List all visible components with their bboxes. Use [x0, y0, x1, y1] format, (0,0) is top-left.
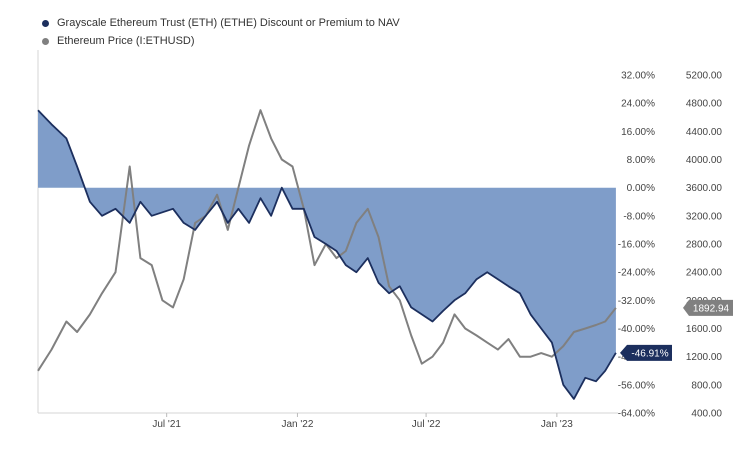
y-left-tick-label: -24.00% [618, 268, 655, 279]
y-left-tick-label: 8.00% [627, 155, 655, 166]
y-left-tick-label: -16.00% [618, 240, 655, 251]
x-tick-label: Jul '21 [152, 419, 181, 430]
y-right-tick-label: 4800.00 [686, 99, 723, 110]
y-left-tick-label: 0.00% [627, 183, 655, 194]
y-right-tick-label: 2400.00 [686, 268, 723, 279]
y-left-tick-label: 24.00% [621, 99, 655, 110]
y-left-tick-label: 16.00% [621, 127, 655, 138]
y-right-tick-label: 1600.00 [686, 324, 723, 335]
y-left-tick-label: -64.00% [618, 409, 655, 420]
y-left-tick-label: -32.00% [618, 296, 655, 307]
ethe-last-value-label: -46.91% [631, 348, 668, 359]
legend-label-ethe: Grayscale Ethereum Trust (ETH) (ETHE) Di… [57, 17, 400, 29]
x-tick-label: Jan '22 [281, 419, 313, 430]
y-left-tick-label: -8.00% [623, 211, 655, 222]
ethe-discount-line [37, 109, 617, 400]
legend-dot-ethe [42, 19, 49, 27]
eth-price-line [37, 109, 617, 372]
y-right-tick-label: 4400.00 [686, 127, 723, 138]
y-right-tick-label: 1200.00 [686, 352, 723, 363]
legend-label-eth-price: Ethereum Price (I:ETHUSD) [57, 35, 195, 47]
y-right-tick-label: 3200.00 [686, 211, 723, 222]
y-right-tick-label: 400.00 [691, 409, 722, 420]
y-right-tick-label: 2800.00 [686, 240, 723, 251]
legend-item-ethe[interactable]: Grayscale Ethereum Trust (ETH) (ETHE) Di… [42, 14, 400, 32]
eth-price-last-value-label: 1892.94 [693, 303, 730, 314]
y-right-tick-label: 5200.00 [686, 71, 723, 82]
y-left-tick-label: -56.00% [618, 380, 655, 391]
legend-item-eth-price[interactable]: Ethereum Price (I:ETHUSD) [42, 32, 400, 50]
y-right-tick-label: 3600.00 [686, 183, 723, 194]
y-right-tick-label: 800.00 [691, 380, 722, 391]
legend: Grayscale Ethereum Trust (ETH) (ETHE) Di… [42, 14, 400, 50]
y-left-tick-label: -40.00% [618, 324, 655, 335]
ethe-discount-area [38, 110, 616, 399]
legend-dot-eth-price [42, 37, 49, 45]
eth-price-last-value-flag [683, 299, 733, 316]
x-tick-label: Jul '22 [412, 419, 441, 430]
y-right-tick-label: 4000.00 [686, 155, 723, 166]
x-tick-label: Jan '23 [541, 419, 573, 430]
y-left-tick-label: 32.00% [621, 71, 655, 82]
ethe-last-value-flag [620, 344, 672, 361]
